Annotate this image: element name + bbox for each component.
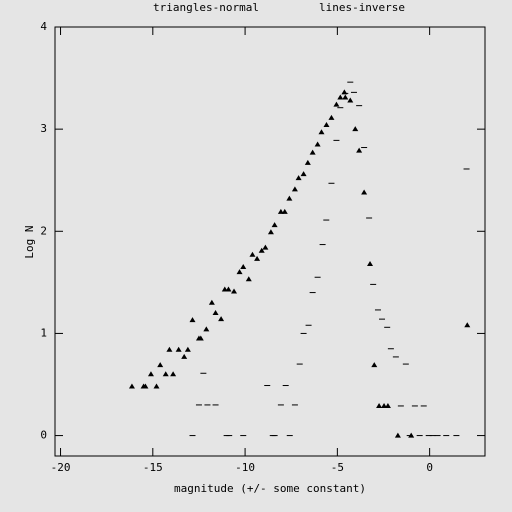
triangle-point: [381, 402, 388, 408]
triangle-point: [212, 310, 219, 315]
triangle-point: [318, 129, 325, 135]
triangle-point: [304, 159, 311, 165]
triangle-point: [328, 114, 335, 120]
triangle-point: [300, 171, 307, 177]
triangle-point: [394, 432, 401, 438]
plot-frame: [54, 26, 486, 457]
x-tick-label: -10: [235, 461, 255, 474]
triangle-point: [361, 189, 368, 195]
triangle-point: [295, 175, 302, 181]
triangle-point: [225, 286, 232, 292]
triangle-point: [309, 149, 316, 155]
title-left: triangles-normal: [153, 1, 259, 14]
triangle-point: [271, 222, 278, 228]
triangle-point: [245, 276, 252, 282]
y-tick-label: 2: [40, 224, 47, 237]
y-tick-label: 1: [40, 326, 47, 339]
y-tick-label: 3: [40, 122, 47, 135]
triangle-point: [142, 383, 149, 389]
triangle-point: [240, 264, 247, 270]
triangle-point: [153, 383, 160, 389]
triangle-point: [175, 346, 182, 352]
triangle-point: [367, 260, 374, 266]
y-axis-label: Log N: [23, 225, 36, 258]
triangle-point: [189, 317, 196, 323]
triangle-point: [128, 383, 135, 389]
triangle-point: [464, 322, 471, 328]
x-tick-label: 0: [426, 461, 433, 474]
triangle-point: [277, 208, 284, 214]
x-tick-label: -20: [51, 461, 71, 474]
triangle-point: [157, 362, 164, 368]
triangle-point: [147, 371, 154, 377]
triangle-point: [371, 362, 378, 368]
triangle-point: [162, 371, 169, 377]
triangle-point: [258, 247, 265, 253]
triangle-point: [342, 94, 349, 100]
triangle-point: [384, 402, 391, 408]
triangle-point: [356, 147, 363, 153]
triangle-point: [184, 346, 191, 352]
triangle-point: [267, 229, 274, 235]
triangle-point: [197, 335, 204, 341]
triangle-point: [337, 94, 344, 100]
triangle-point: [203, 326, 210, 332]
y-tick-label: 0: [40, 429, 47, 442]
triangle-point: [218, 316, 225, 322]
triangle-point: [286, 195, 293, 201]
x-axis-label: magnitude (+/- some constant): [174, 482, 366, 495]
y-tick-label: 4: [40, 20, 47, 33]
triangle-point: [181, 353, 188, 359]
triangle-point: [376, 402, 383, 408]
triangle-point: [208, 299, 215, 305]
x-tick-label: -15: [143, 461, 163, 474]
triangle-point: [352, 126, 359, 132]
triangle-point: [254, 255, 261, 261]
x-tick-label: -5: [331, 461, 344, 474]
triangle-point: [170, 371, 177, 377]
triangle-point: [333, 101, 340, 107]
triangle-point: [236, 269, 243, 275]
triangle-point: [323, 122, 330, 128]
triangle-point: [291, 186, 298, 192]
title-right: lines-inverse: [319, 1, 405, 14]
triangle-point: [281, 208, 288, 214]
triangle-point: [262, 244, 269, 250]
triangle-point: [231, 288, 238, 294]
triangle-point: [249, 251, 256, 257]
triangle-point: [347, 97, 354, 103]
triangle-point: [166, 346, 173, 352]
triangle-point: [314, 141, 321, 147]
